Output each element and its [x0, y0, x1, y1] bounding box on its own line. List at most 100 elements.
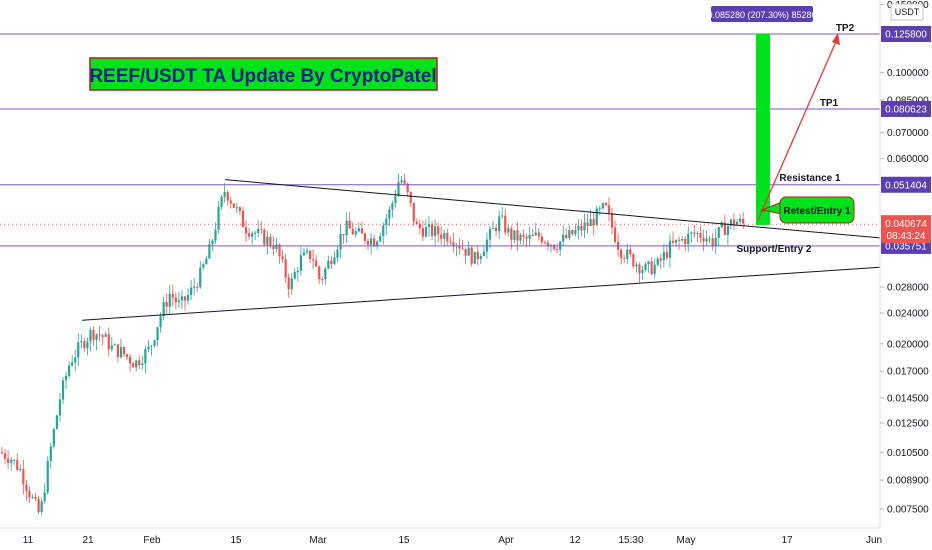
price-tick: 0.060000	[887, 154, 929, 165]
candle-body	[391, 203, 394, 210]
candle-body	[467, 247, 470, 256]
candle-body	[71, 362, 74, 366]
candle-body	[351, 228, 354, 235]
candle-body	[589, 219, 592, 226]
candle-body	[357, 228, 360, 232]
candle-body	[110, 345, 113, 350]
candle-body	[238, 207, 241, 211]
candle-body	[379, 236, 382, 242]
time-tick: 21	[82, 535, 94, 546]
candle-body	[190, 287, 193, 295]
candle-body	[678, 239, 681, 241]
candle-body	[580, 225, 583, 231]
candle-body	[714, 237, 717, 247]
candle-body	[449, 241, 452, 243]
time-tick: 11	[23, 535, 34, 546]
candle-body	[388, 209, 391, 219]
triangle-upper-line	[224, 179, 881, 239]
candle-body	[147, 346, 150, 350]
candle-body	[595, 208, 598, 226]
candle-body	[308, 250, 312, 260]
candle-body	[488, 228, 492, 240]
tp2-label: TP2	[836, 23, 855, 34]
candle-body	[690, 232, 693, 234]
candle-body	[369, 238, 373, 245]
candle-body	[635, 264, 638, 267]
candle-body	[620, 249, 623, 259]
candle-body	[623, 258, 626, 260]
candle-body	[74, 357, 77, 363]
candle-body	[385, 218, 388, 226]
candle-body	[263, 229, 266, 245]
candle-body	[376, 241, 379, 247]
candle-body	[476, 251, 479, 260]
candle-body	[284, 259, 287, 278]
candle-body	[592, 219, 595, 226]
measure-label: 0.085280 (207.30%) 85280	[707, 10, 816, 20]
candle-body	[52, 429, 55, 447]
candle-body	[180, 296, 184, 301]
candle-body	[556, 249, 559, 251]
level-price-box	[881, 26, 931, 42]
candle-body	[260, 228, 263, 230]
candle-body	[681, 239, 684, 241]
candle-body	[735, 221, 739, 225]
price-axis[interactable]: 0.1500000.1000000.0850000.0700000.060000…	[879, 0, 932, 550]
retest-label: Retest/Entry 1	[783, 206, 851, 217]
candle-body	[281, 256, 284, 260]
candle-body	[403, 180, 406, 184]
candle-body	[83, 341, 86, 349]
candle-body	[336, 249, 339, 258]
candle-body	[400, 180, 403, 183]
candle-body	[671, 240, 675, 243]
time-tick: 15	[398, 535, 410, 546]
candle-body	[186, 294, 190, 301]
candle-body	[254, 232, 257, 234]
candle-body	[312, 259, 315, 261]
candle-body	[726, 225, 729, 235]
candle-body	[232, 203, 235, 208]
current-price-box	[881, 215, 931, 244]
candle-body	[513, 230, 516, 240]
candle-body	[711, 238, 714, 247]
price-tick: 0.007500	[887, 505, 929, 516]
candle-body	[107, 334, 110, 350]
candle-body	[534, 232, 537, 236]
candle-body	[546, 242, 550, 246]
candle-body	[116, 344, 119, 358]
horizontal-levels	[0, 33, 880, 247]
candle-body	[699, 232, 702, 238]
title-banner: REEF/USDT TA Update By CryptoPatel	[89, 57, 438, 91]
candle-body	[205, 258, 208, 265]
candle-body	[293, 272, 296, 279]
candle-body	[531, 235, 534, 237]
candle-body	[659, 258, 662, 261]
level-price-label: 0.125800	[885, 30, 927, 41]
candle-body	[28, 490, 31, 498]
candle-body	[574, 230, 577, 235]
candle-body	[366, 241, 370, 245]
candle-body	[348, 220, 351, 229]
candle-body	[16, 459, 19, 470]
candle-body	[196, 286, 199, 288]
candle-body	[629, 249, 632, 255]
candle-body	[302, 252, 306, 256]
candle-body	[92, 329, 95, 340]
time-axis[interactable]: 11 21 Feb 15 Mar 15 Apr 12 15:30 May 17 Jun	[0, 527, 932, 550]
candle-body	[440, 234, 443, 239]
candle-body	[650, 261, 653, 274]
candle-body	[607, 205, 611, 214]
candle-body	[19, 469, 22, 471]
candle-body	[708, 238, 711, 240]
triangle-lines	[81, 179, 881, 321]
candle-body	[491, 228, 495, 230]
candle-body	[446, 233, 449, 242]
time-tick: Mar	[309, 535, 327, 546]
candle-body	[34, 496, 37, 499]
candle-body	[177, 300, 180, 303]
candle-body	[150, 345, 153, 347]
candle-body	[586, 222, 589, 226]
candle-body	[479, 256, 482, 260]
candle-body	[162, 302, 165, 317]
